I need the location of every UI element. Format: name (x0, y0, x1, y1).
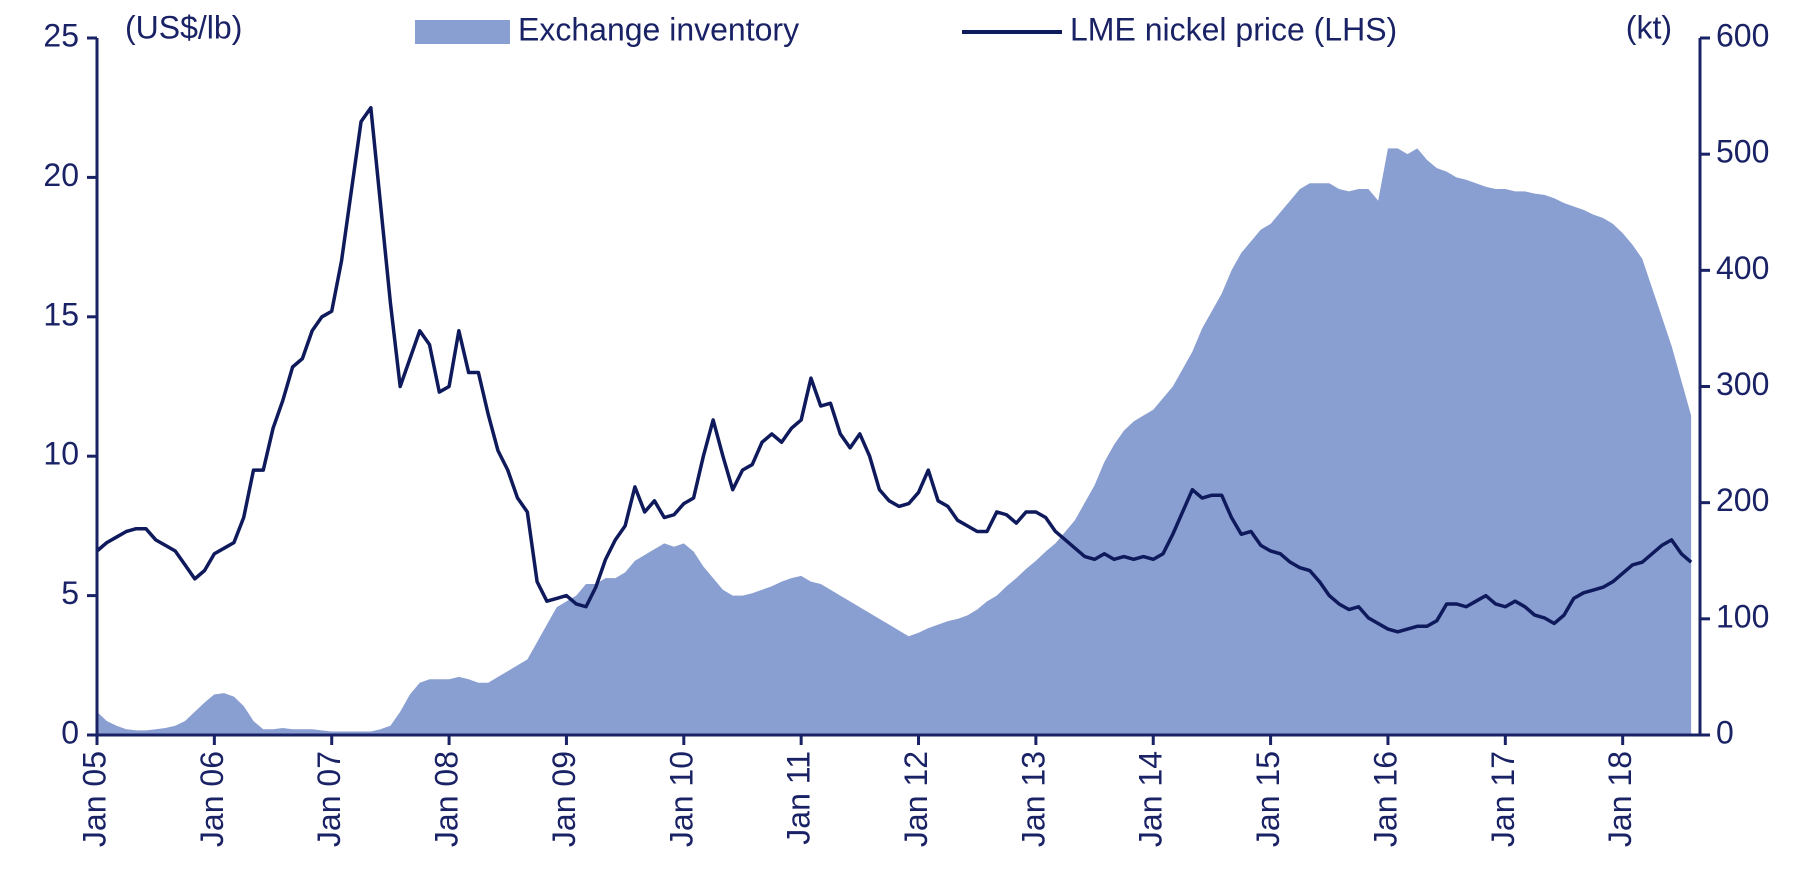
y-axis-label: (US$/lb) (125, 9, 242, 45)
y2-tick-label: 600 (1716, 17, 1769, 53)
y2-tick-label: 100 (1716, 598, 1769, 634)
y-tick-label: 15 (43, 296, 79, 332)
y2-axis-label: (kt) (1626, 9, 1672, 45)
x-tick-label: Jan 05 (76, 751, 112, 847)
x-tick-label: Jan 18 (1602, 751, 1638, 847)
y2-tick-label: 500 (1716, 134, 1769, 170)
x-tick-label: Jan 07 (311, 751, 347, 847)
x-tick-label: Jan 09 (546, 751, 582, 847)
legend-label: LME nickel price (LHS) (1070, 11, 1397, 47)
x-tick-label: Jan 10 (663, 751, 699, 847)
legend-swatch (415, 20, 510, 44)
y2-tick-label: 0 (1716, 714, 1734, 750)
y2-tick-label: 400 (1716, 250, 1769, 286)
y-tick-label: 10 (43, 436, 79, 472)
price-line (95, 105, 1693, 634)
x-tick-label: Jan 08 (429, 751, 465, 847)
x-tick-label: Jan 12 (898, 751, 934, 847)
x-tick-label: Jan 14 (1133, 751, 1169, 847)
y-tick-label: 0 (61, 714, 79, 750)
x-tick-label: Jan 15 (1250, 751, 1286, 847)
inventory-area (97, 148, 1692, 735)
x-tick-label: Jan 06 (194, 751, 230, 847)
y-tick-label: 20 (43, 157, 79, 193)
x-tick-label: Jan 11 (781, 751, 817, 845)
x-tick-label: Jan 17 (1485, 751, 1521, 847)
x-tick-label: Jan 16 (1367, 751, 1403, 847)
y2-tick-label: 300 (1716, 366, 1769, 402)
x-tick-label: Jan 13 (1015, 751, 1051, 847)
y2-tick-label: 200 (1716, 482, 1769, 518)
legend-label: Exchange inventory (518, 11, 799, 47)
y-tick-label: 5 (61, 575, 79, 611)
y-tick-label: 25 (43, 17, 79, 53)
